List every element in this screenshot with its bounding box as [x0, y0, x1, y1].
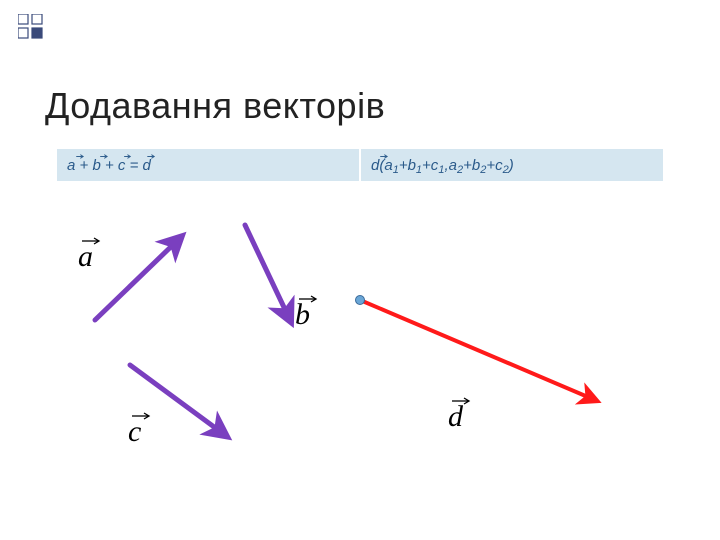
- formula-cell-left: a + b + c = d: [56, 148, 360, 182]
- corner-bullets: [18, 14, 62, 58]
- slide-title: Додавання векторів: [45, 85, 385, 127]
- vector-label-b: b: [295, 298, 310, 332]
- vector-label-d: d: [448, 400, 463, 434]
- formula-table: a + b + c = d d(a1+b1+c1,a2+b2+c2): [56, 148, 664, 182]
- vector-canvas: a b c d: [0, 190, 720, 530]
- vector-label-c: c: [128, 415, 141, 449]
- vector-label-a: a: [78, 240, 93, 274]
- formula-cell-right: d(a1+b1+c1,a2+b2+c2): [360, 148, 664, 182]
